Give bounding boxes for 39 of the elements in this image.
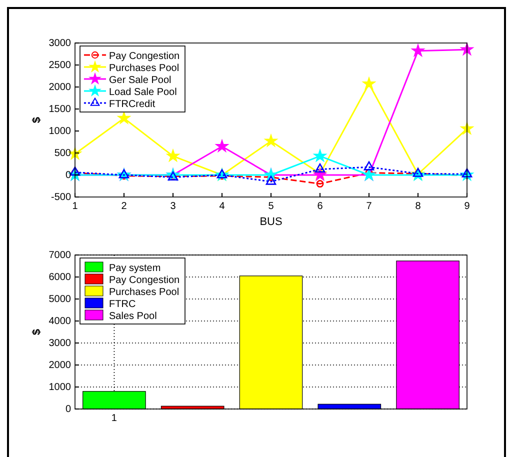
legend-label: FTRC — [109, 299, 136, 310]
y-tick-label: 4000 — [48, 316, 72, 328]
y-axis-title: $ — [31, 328, 43, 336]
legend-label: Pay system — [109, 263, 161, 274]
legend-label: Ger Sale Pool — [109, 75, 172, 86]
y-tick-label: 500 — [54, 148, 72, 160]
x-tick-label: 1 — [111, 413, 118, 424]
x-tick-label: 3 — [170, 201, 176, 212]
x-tick-label: 1 — [72, 201, 78, 212]
legend-label: FTRCredit — [109, 99, 156, 110]
x-axis-title: BUS — [260, 216, 282, 228]
legend-label: Pay Congestion — [109, 51, 180, 62]
x-tick-label: 4 — [219, 201, 226, 212]
legend-label: Pay Congestion — [109, 275, 180, 286]
y-tick-label: 7000 — [48, 250, 72, 262]
x-tick-label: 6 — [317, 201, 324, 212]
y-tick-label: 2500 — [48, 60, 72, 72]
y-tick-label: -500 — [50, 192, 72, 204]
y-tick-label: 1500 — [48, 104, 72, 116]
y-tick-label: 2000 — [48, 360, 72, 372]
y-tick-label: 1000 — [48, 382, 72, 394]
y-tick-label: 3000 — [48, 338, 72, 350]
y-tick-label: 2000 — [48, 82, 72, 94]
y-axis-title: $ — [31, 116, 43, 124]
legend-label: Load Sale Pool — [109, 87, 177, 98]
x-tick-label: 7 — [366, 201, 372, 212]
legend-label: Purchases Pool — [109, 287, 180, 298]
y-tick-label: 1000 — [48, 126, 72, 138]
legend-label: Sales Pool — [109, 311, 157, 322]
legend-label: Purchases Pool — [109, 63, 180, 74]
y-tick-label: 6000 — [48, 272, 72, 284]
y-tick-label: 5000 — [48, 294, 72, 306]
x-tick-label: 2 — [121, 201, 128, 212]
y-tick-label: 3000 — [48, 38, 72, 50]
x-tick-label: 8 — [415, 201, 422, 212]
y-tick-label: 0 — [65, 170, 72, 182]
x-tick-label: 9 — [464, 201, 470, 212]
y-tick-label: 0 — [65, 404, 72, 416]
x-tick-label: 5 — [268, 201, 274, 212]
